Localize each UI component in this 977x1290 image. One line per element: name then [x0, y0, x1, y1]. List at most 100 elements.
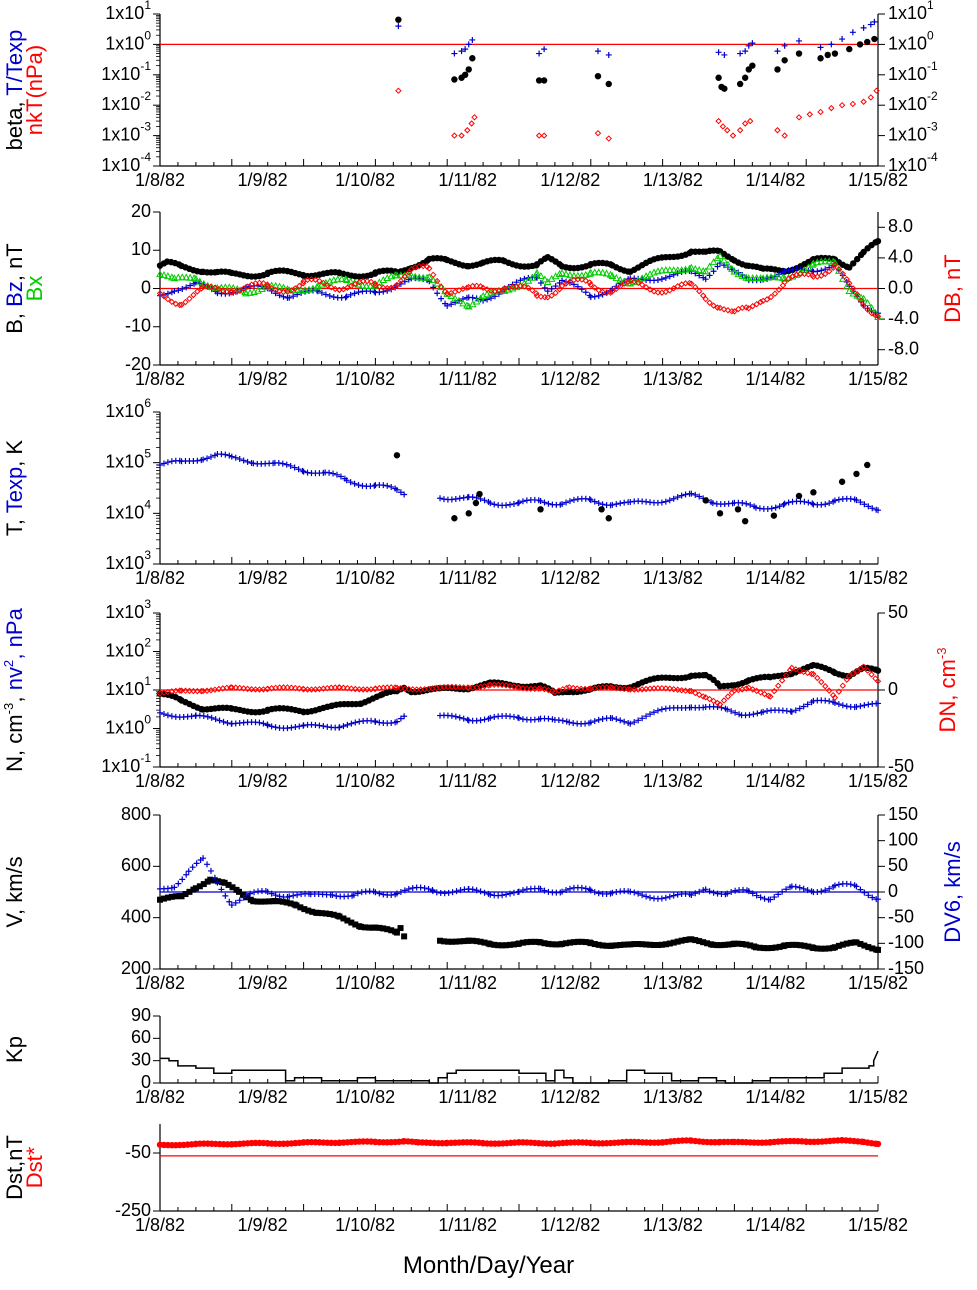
y-right-tick-label: 1x10-3: [888, 120, 938, 145]
data-point: [767, 693, 774, 700]
data-point: [666, 273, 673, 280]
data-point: [272, 724, 279, 731]
data-point: [781, 500, 788, 507]
data-point: [318, 289, 325, 296]
data-point: [395, 23, 402, 30]
data-point: [709, 500, 716, 507]
data-point: [401, 933, 408, 940]
data-point: [810, 670, 817, 678]
data-point: [548, 285, 555, 292]
data-point: [279, 898, 286, 905]
data-point: [702, 276, 709, 283]
x-tick-label: 1/8/82: [135, 568, 185, 588]
data-point: [433, 277, 441, 285]
data-point: [444, 938, 451, 945]
data-point: [570, 939, 577, 946]
data-point: [227, 289, 234, 296]
data-point: [817, 108, 824, 116]
data-point: [795, 492, 803, 500]
data-point: [290, 892, 297, 899]
data-point: [654, 289, 662, 296]
data-point: [457, 887, 464, 894]
data-point: [194, 457, 201, 464]
data-point: [781, 279, 788, 286]
data-point: [573, 685, 581, 692]
x-tick-label: 1/11/82: [438, 369, 497, 389]
data-point: [481, 939, 488, 946]
data-point: [552, 289, 559, 297]
series-Kp-0: [160, 1050, 879, 1084]
data-point: [867, 21, 874, 28]
data-point: [605, 515, 612, 522]
data-point: [243, 894, 250, 901]
data-point: [371, 280, 379, 287]
data-point: [716, 252, 724, 260]
x-tick-label: 1/8/82: [135, 1215, 185, 1235]
data-point: [822, 270, 829, 278]
data-point: [620, 685, 628, 693]
panel-Dst: 1/8/82 1/9/82 1/10/82 1/11/82 1/12/82 1/13/82…: [2, 1124, 908, 1235]
data-point: [535, 77, 543, 84]
data-point: [570, 684, 577, 692]
data-point: [582, 939, 589, 946]
data-point: [779, 273, 787, 281]
data-point: [835, 688, 843, 695]
data-point: [715, 117, 722, 125]
data-point: [749, 40, 756, 47]
data-point: [778, 677, 786, 684]
data-point: [541, 284, 548, 291]
data-point: [451, 50, 458, 57]
data-point: [662, 685, 670, 692]
data-point: [545, 940, 552, 947]
data-point: [760, 708, 767, 715]
data-point: [240, 285, 247, 292]
data-point: [756, 944, 763, 951]
data-point: [207, 876, 214, 883]
y-right-tick-label: 50: [888, 855, 908, 875]
data-point: [391, 283, 399, 290]
x-tick-label: 1/11/82: [438, 1215, 497, 1235]
data-point: [835, 496, 842, 503]
data-point: [160, 271, 168, 279]
data-point: [814, 889, 821, 896]
data-point: [214, 879, 221, 886]
data-point: [451, 132, 458, 139]
data-point: [516, 888, 522, 895]
y-tick-label: -10: [125, 316, 151, 336]
data-point: [499, 892, 506, 899]
y-tick-label: 90: [131, 1005, 151, 1025]
x-tick-label: 1/12/82: [540, 369, 600, 389]
data-point: [340, 723, 347, 730]
data-point: [267, 281, 276, 289]
y-tick-label: 1x10-1: [101, 59, 151, 84]
x-tick-label: 1/11/82: [438, 568, 497, 588]
data-point: [429, 271, 437, 279]
data-point: [469, 36, 476, 43]
data-point: [535, 132, 543, 139]
data-point: [864, 667, 871, 674]
data-point: [607, 684, 614, 691]
data-point: [472, 499, 480, 507]
y-tick-label: 30: [131, 1049, 151, 1069]
data-point: [709, 258, 718, 266]
data-point: [647, 894, 654, 901]
data-point: [179, 285, 186, 292]
data-point: [264, 888, 271, 895]
data-point: [825, 267, 833, 275]
data-point: [839, 36, 846, 43]
data-point: [853, 939, 860, 946]
data-point: [586, 496, 593, 503]
data-point: [783, 886, 790, 893]
data-point: [809, 500, 816, 507]
data-point: [242, 289, 251, 297]
y-right-tick-label: 1x10-2: [888, 89, 938, 114]
data-point: [706, 695, 713, 703]
data-point: [434, 290, 441, 297]
data-point: [805, 271, 812, 278]
data-point: [613, 716, 620, 723]
data-point: [559, 500, 566, 507]
data-point: [804, 701, 811, 708]
data-point: [426, 265, 433, 272]
data-point: [292, 285, 299, 292]
data-point: [869, 505, 876, 512]
